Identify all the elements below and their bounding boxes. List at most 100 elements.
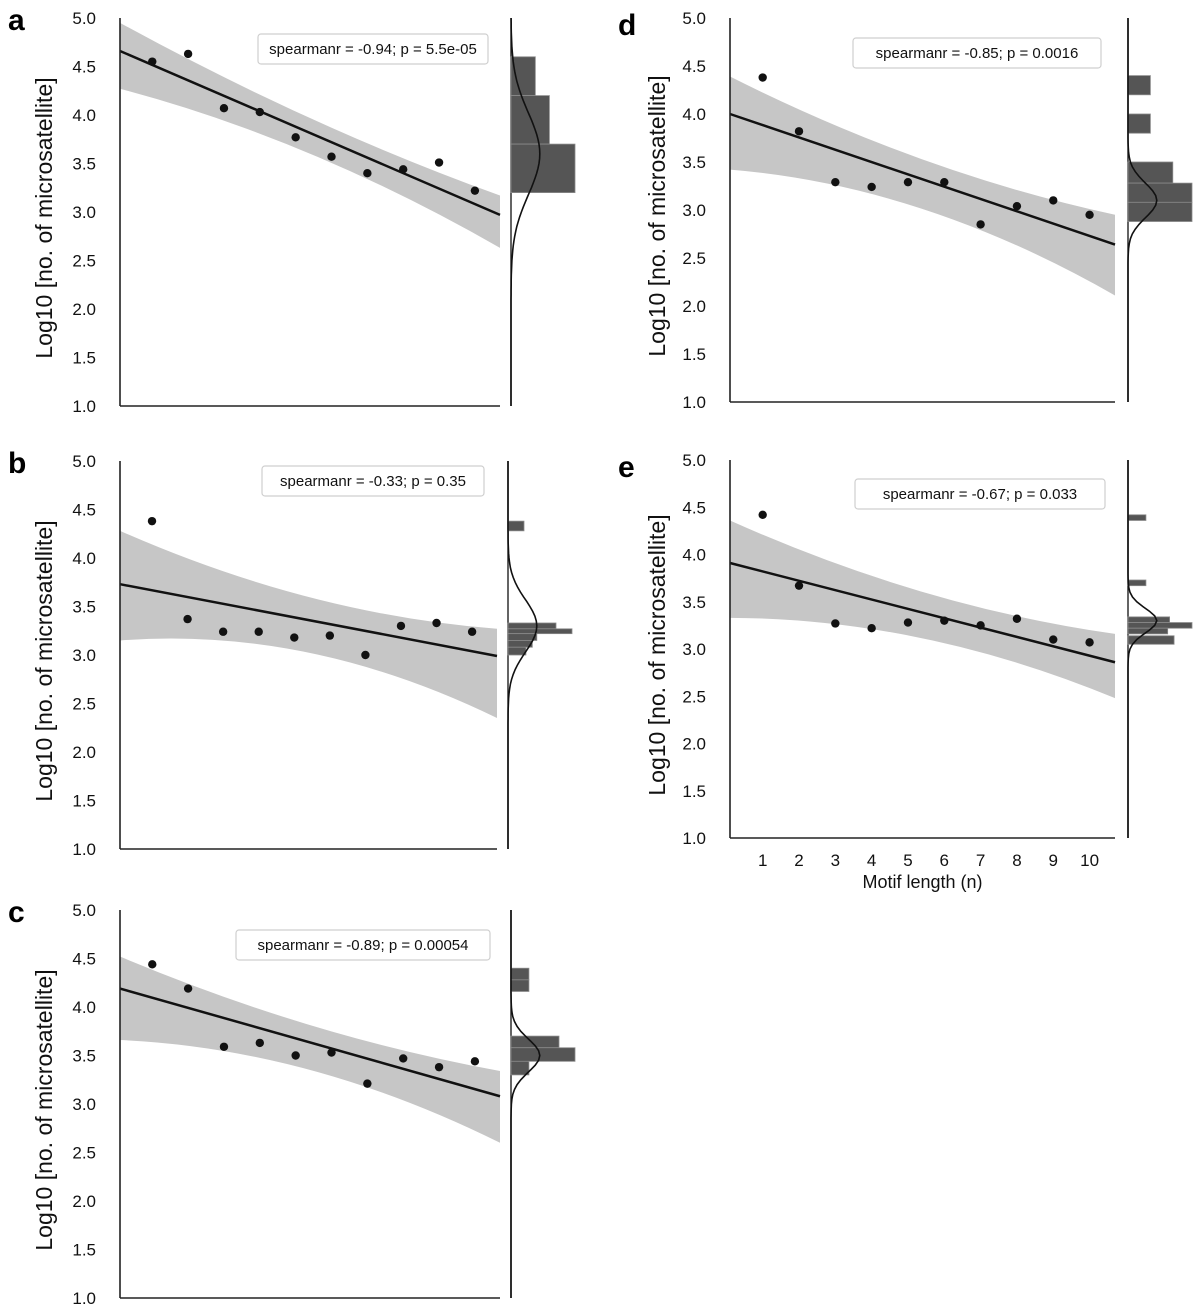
data-point <box>148 960 157 969</box>
data-point <box>219 104 229 113</box>
confidence-band <box>120 530 497 719</box>
data-point <box>1049 196 1058 205</box>
y-tick-label: 4.5 <box>682 498 706 517</box>
data-point <box>183 984 193 993</box>
y-tick-label: 5.0 <box>72 452 96 471</box>
histogram-bar <box>1127 75 1151 96</box>
data-point <box>147 516 157 526</box>
data-point <box>470 186 480 195</box>
y-axis-label: Log10 [no. of microsatellite] <box>644 514 670 795</box>
data-point <box>399 1054 408 1063</box>
confidence-band <box>120 956 500 1143</box>
panel-d: 1.0 1.5 2.0 2.5 3.0 3.5 4.0 4.5 5.0 Log10 [no. of… <box>618 9 1193 412</box>
histogram-bar <box>507 520 525 532</box>
y-tick-label: 5.0 <box>682 451 706 470</box>
x-tick-label: 9 <box>1049 851 1058 870</box>
data-point <box>218 627 228 636</box>
data-point <box>1012 201 1022 211</box>
histogram-bar <box>510 95 550 145</box>
kde-curve <box>1127 460 1158 838</box>
y-tick-label: 3.5 <box>682 153 706 172</box>
histogram-bar <box>507 628 573 635</box>
histogram-bar <box>510 1060 530 1076</box>
data-point <box>903 618 913 627</box>
y-tick-label: 2.5 <box>72 252 96 271</box>
y-tick-label: 4.0 <box>682 546 706 565</box>
annotation-text: spearmanr = -0.67; p = 0.033 <box>883 486 1077 503</box>
data-point <box>467 627 477 636</box>
histogram-bar <box>1127 182 1193 203</box>
data-point <box>831 619 840 628</box>
x-tick-label: 7 <box>976 851 985 870</box>
y-tick-label: 2.5 <box>682 687 706 706</box>
data-point <box>470 1057 480 1066</box>
histogram-bar <box>1127 579 1147 587</box>
panel-label: c <box>8 896 25 929</box>
y-axis-label: Log10 [no. of microsatellite] <box>31 520 57 801</box>
annotation-box <box>852 37 1102 69</box>
data-point <box>867 624 876 633</box>
y-tick-label: 5.0 <box>72 9 96 28</box>
data-point <box>148 57 157 66</box>
y-tick-label: 1.0 <box>682 829 706 848</box>
panel-a: 1.0 1.5 2.0 2.5 3.0 3.5 4.0 4.5 5.0 Log10 [no. of… <box>8 4 576 416</box>
annotation-box <box>235 929 491 961</box>
x-tick-label: 4 <box>867 851 876 870</box>
kde-curve <box>510 910 541 1298</box>
data-point <box>758 73 767 82</box>
y-tick-label: 2.0 <box>682 297 706 316</box>
y-tick-label: 2.0 <box>682 735 706 754</box>
confidence-band <box>730 76 1115 296</box>
y-tick-label: 3.0 <box>682 640 706 659</box>
data-point <box>399 165 408 174</box>
data-point <box>434 1062 444 1072</box>
data-point <box>291 1051 300 1060</box>
histogram-bar <box>510 979 530 992</box>
y-tick-label: 2.5 <box>72 695 96 714</box>
y-tick-label: 5.0 <box>72 901 96 920</box>
data-point <box>1049 635 1058 644</box>
annotation-text: spearmanr = -0.33; p = 0.35 <box>280 473 466 490</box>
data-point <box>432 618 441 628</box>
kde-curve <box>507 461 538 849</box>
histogram-bar <box>507 646 527 656</box>
panel-e: 1.0 1.5 2.0 2.5 3.0 3.5 4.0 4.5 5.0 1 2 3 4 5 6 7 8 9 10 Mo… <box>618 451 1193 892</box>
data-point <box>219 1042 229 1051</box>
y-axis-label: Log10 [no. of microsatellite] <box>31 77 57 358</box>
y-tick-label: 1.0 <box>72 1289 96 1308</box>
data-point <box>940 177 949 187</box>
regression-line <box>119 49 501 217</box>
data-point <box>976 621 985 630</box>
y-tick-label: 4.0 <box>682 105 706 124</box>
data-point <box>1085 638 1094 647</box>
histogram-bar <box>507 622 557 630</box>
data-point <box>361 650 370 660</box>
histogram-bar <box>510 1047 576 1062</box>
data-point <box>758 510 767 520</box>
y-tick-label: 1.0 <box>72 397 96 416</box>
data-point <box>396 621 406 631</box>
data-point <box>290 633 299 642</box>
x-tick-label: 5 <box>903 851 912 870</box>
annotation-text: spearmanr = -0.94; p = 5.5e-05 <box>269 41 477 58</box>
y-tick-label: 2.0 <box>72 300 96 319</box>
confidence-band <box>730 520 1115 699</box>
data-point <box>940 616 949 625</box>
y-tick-label: 3.5 <box>72 155 96 174</box>
data-point <box>903 177 913 187</box>
y-tick-label: 1.5 <box>682 782 706 801</box>
histogram-bar <box>1127 514 1147 521</box>
panel-label: a <box>8 4 25 37</box>
panel-c: 1.0 1.5 2.0 2.5 3.0 3.5 4.0 4.5 5.0 Log10 [no. of… <box>8 896 576 1308</box>
data-point <box>976 220 985 229</box>
annotation-box <box>854 478 1106 510</box>
panel-label: d <box>618 9 636 42</box>
y-tick-label: 1.5 <box>682 345 706 364</box>
y-axis-label: Log10 [no. of microsatellite] <box>31 969 57 1250</box>
y-tick-label: 4.0 <box>72 549 96 568</box>
panel-b: 1.0 1.5 2.0 2.5 3.0 3.5 4.0 4.5 5.0 Log10 [no. of… <box>8 447 573 859</box>
histogram-bar <box>1127 616 1170 623</box>
data-point <box>325 631 335 640</box>
data-point <box>255 1038 265 1048</box>
